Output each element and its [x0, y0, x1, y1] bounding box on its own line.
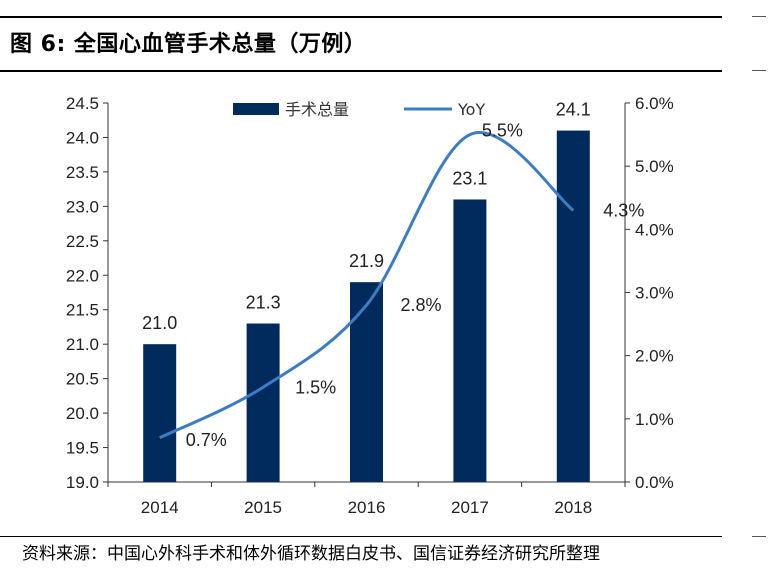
- y-left-tick-label: 22.5: [66, 232, 99, 251]
- y-right-tick-label: 3.0%: [635, 284, 674, 303]
- yoy-value-label: 4.3%: [603, 200, 644, 220]
- bar-value-label: 21.3: [246, 293, 281, 313]
- yoy-value-label: 1.5%: [295, 377, 336, 397]
- y-right-tick-label: 2.0%: [635, 347, 674, 366]
- y-left-tick-label: 23.0: [66, 197, 99, 216]
- bar: [453, 199, 487, 483]
- bar-value-label: 21.0: [142, 313, 177, 333]
- bar: [143, 344, 177, 482]
- bottom-rule: [0, 536, 722, 537]
- y-left-tick-label: 24.5: [66, 94, 99, 113]
- bar-value-label: 24.1: [556, 100, 591, 120]
- legend-bar-swatch: [233, 103, 279, 115]
- bar: [556, 130, 590, 482]
- yoy-value-label: 5.5%: [482, 121, 523, 141]
- y-right-tick-label: 0.0%: [635, 473, 674, 492]
- bar: [350, 282, 383, 482]
- bar-value-label: 23.1: [452, 168, 487, 188]
- yoy-line: [159, 131, 575, 440]
- top-rule: [0, 16, 722, 18]
- yoy-value-label: 2.8%: [401, 295, 442, 315]
- x-tick-label: 2015: [244, 498, 282, 517]
- y-right-tick-label: 5.0%: [635, 157, 674, 176]
- y-left-tick-label: 24.0: [66, 128, 99, 147]
- legend-line-label: YoY: [457, 100, 485, 119]
- y-right-tick-label: 6.0%: [635, 94, 674, 113]
- x-tick-label: 2017: [451, 498, 489, 517]
- y-left-tick-label: 19.0: [66, 473, 99, 492]
- legend-bar-label: 手术总量: [285, 100, 349, 119]
- y-right-tick-label: 1.0%: [635, 410, 674, 429]
- y-left-tick-label: 21.0: [66, 335, 99, 354]
- side-mark: [752, 16, 766, 17]
- bar: [246, 323, 280, 482]
- y-left-tick-label: 22.0: [66, 266, 99, 285]
- bar-value-label: 21.9: [349, 251, 384, 271]
- side-mark: [752, 536, 766, 537]
- x-tick-label: 2014: [141, 498, 179, 517]
- x-tick-label: 2016: [348, 498, 386, 517]
- y-left-tick-label: 23.5: [66, 163, 99, 182]
- x-tick-label: 2018: [554, 498, 592, 517]
- y-left-tick-label: 19.5: [66, 439, 99, 458]
- y-right-tick-label: 4.0%: [635, 220, 674, 239]
- source-note: 资料来源：中国心外科手术和体外循环数据白皮书、国信证券经济研究所整理: [22, 544, 600, 564]
- yoy-value-label: 0.7%: [186, 430, 227, 450]
- y-left-tick-label: 21.5: [66, 301, 99, 320]
- title-rule: [0, 70, 722, 72]
- y-left-tick-label: 20.5: [66, 370, 99, 389]
- figure-title: 图 6: 全国心血管手术总量（万例）: [10, 32, 367, 57]
- y-left-tick-label: 20.0: [66, 404, 99, 423]
- side-mark: [752, 70, 766, 71]
